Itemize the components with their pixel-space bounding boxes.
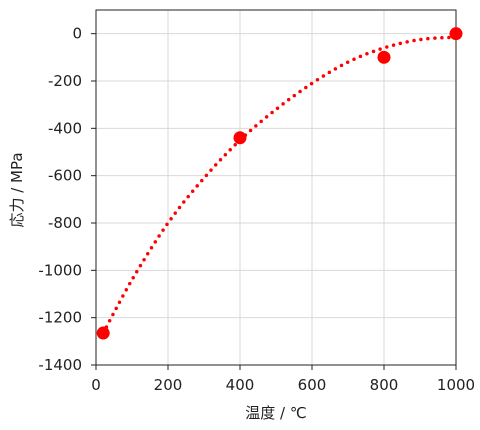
plot-area-frame [95,9,457,366]
x-axis-title: 温度 / ℃ [245,404,306,422]
x-tick-label: 600 [298,376,327,394]
y-tick-label: -200 [48,72,82,90]
y-tick-label: -1400 [38,356,82,374]
data-point-marker [377,50,391,64]
y-tick-label: -1000 [38,261,82,279]
y-tick-label: -400 [48,119,82,137]
data-point-marker [96,326,110,340]
y-tick-label: -1200 [38,309,82,327]
grid-lines [95,10,457,366]
x-tick-label: 1000 [437,376,475,394]
x-tick-label: 200 [154,376,183,394]
fitted-curve-dotted-line [101,35,458,335]
x-tick-label: 800 [370,376,399,394]
y-tick-label: -600 [48,167,82,185]
data-point-marker [233,131,247,145]
y-axis-title: 応力 / MPa [8,152,26,227]
series-group [96,27,463,340]
y-axis-ticks: 0 -200 -400 -600 -800 -1000 -1200 -1400 [38,25,96,374]
x-tick-label: 400 [226,376,255,394]
x-axis-ticks: 0 200 400 600 800 1000 [91,365,475,394]
y-tick-label: -800 [48,214,82,232]
y-tick-label: 0 [72,25,82,43]
data-point-marker [449,27,463,41]
x-tick-label: 0 [91,376,101,394]
